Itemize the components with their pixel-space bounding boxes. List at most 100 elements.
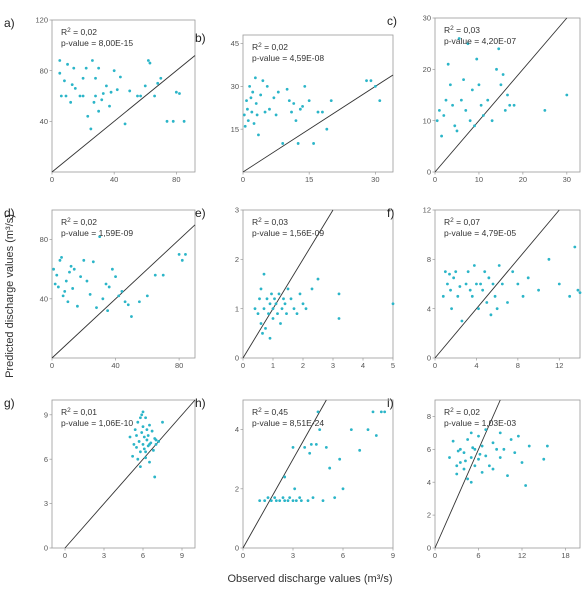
data-point <box>145 438 149 442</box>
data-point <box>130 315 133 318</box>
data-point <box>337 292 341 296</box>
data-point <box>341 487 345 491</box>
data-point <box>477 83 481 87</box>
data-point <box>66 300 70 304</box>
data-point <box>182 119 186 123</box>
data-point <box>152 448 155 452</box>
data-point <box>520 461 524 464</box>
data-point <box>466 42 470 46</box>
data-point <box>308 451 312 455</box>
data-point <box>471 446 475 450</box>
identity-line <box>434 399 501 549</box>
data-point <box>115 88 119 92</box>
p-value-text: p-value = 4,79E-05 <box>444 228 516 238</box>
data-point <box>303 84 307 88</box>
panel-label: i) <box>387 396 394 410</box>
data-point <box>304 307 308 311</box>
data-point <box>472 264 476 267</box>
data-point <box>139 94 142 98</box>
data-point <box>108 104 111 108</box>
data-point <box>123 122 127 126</box>
data-point <box>296 142 300 145</box>
x-tick-label: 40 <box>110 175 118 184</box>
data-point <box>146 59 150 62</box>
data-point <box>452 276 456 280</box>
data-point <box>56 285 60 289</box>
data-point <box>84 66 88 70</box>
data-point <box>576 288 580 292</box>
data-point <box>288 496 292 500</box>
data-point <box>161 273 165 277</box>
data-point <box>491 467 495 471</box>
data-point <box>283 499 287 503</box>
data-point <box>316 110 320 114</box>
data-point <box>325 127 329 131</box>
data-point <box>512 103 516 107</box>
data-point <box>139 416 142 420</box>
x-tick-label: 9 <box>391 551 395 560</box>
data-point <box>321 499 325 503</box>
y-tick-label: 0 <box>235 354 239 363</box>
p-value-text: p-value = 1,56E-09 <box>252 228 324 238</box>
data-point <box>473 464 477 468</box>
data-point <box>547 257 551 261</box>
y-tick-label: 2 <box>427 511 431 520</box>
data-point <box>285 312 288 315</box>
x-tick-label: 4 <box>474 361 478 370</box>
data-point <box>81 76 85 80</box>
plot-frame <box>242 209 394 359</box>
data-point <box>312 142 315 145</box>
data-point <box>495 307 499 311</box>
data-point <box>60 255 63 259</box>
data-point <box>378 99 382 103</box>
data-point <box>64 279 68 283</box>
identity-line <box>51 55 196 173</box>
data-point <box>333 496 337 500</box>
x-tick-label: 80 <box>172 175 180 184</box>
data-point <box>455 129 459 133</box>
data-point <box>442 114 446 117</box>
data-point <box>455 464 459 468</box>
data-point <box>470 88 474 92</box>
data-point <box>286 499 290 503</box>
data-point <box>53 282 57 286</box>
data-point <box>451 439 455 443</box>
data-point <box>274 499 278 503</box>
data-point <box>123 300 127 304</box>
data-point <box>281 496 285 500</box>
data-point <box>148 61 152 65</box>
data-point <box>184 253 187 256</box>
data-point <box>444 98 448 102</box>
data-point <box>501 73 505 76</box>
data-point <box>277 292 281 296</box>
data-point <box>371 410 375 414</box>
data-point <box>251 90 255 94</box>
data-point <box>76 304 79 308</box>
data-point <box>446 282 449 286</box>
y-tick-label: 1 <box>235 304 239 313</box>
x-tick-label: 0 <box>433 361 437 370</box>
data-point <box>489 313 493 317</box>
x-tick-label: 80 <box>175 361 183 370</box>
data-point <box>479 103 483 107</box>
data-point <box>477 307 480 311</box>
plot-frame <box>51 399 196 549</box>
x-tick-label: 3 <box>331 361 335 370</box>
r-squared-text: R2 = 0,02 <box>252 42 288 52</box>
x-tick-label: 6 <box>141 551 145 560</box>
data-point <box>136 457 140 461</box>
data-point <box>70 83 74 86</box>
data-point <box>144 450 148 454</box>
data-point <box>291 499 295 503</box>
data-point <box>298 292 302 296</box>
data-point <box>258 297 261 301</box>
plot-frame <box>242 399 394 549</box>
data-point <box>485 301 489 304</box>
data-point <box>358 448 362 452</box>
data-point <box>256 312 260 315</box>
data-point <box>246 107 249 111</box>
data-point <box>303 445 307 449</box>
y-tick-label: 0 <box>427 168 431 177</box>
panel-d: 0 40 80 40 80 d) R2 = 0,02p-value = 1,59E-09 <box>4 206 196 370</box>
